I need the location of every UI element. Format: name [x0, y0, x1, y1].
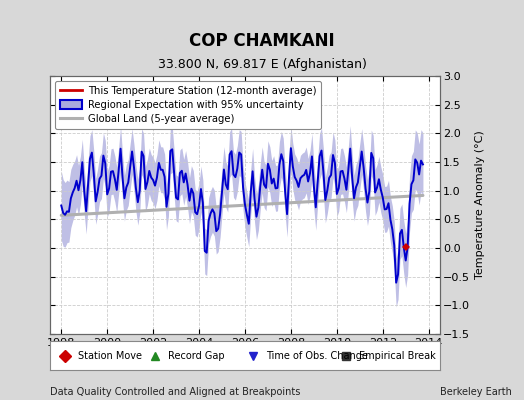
Text: 33.800 N, 69.817 E (Afghanistan): 33.800 N, 69.817 E (Afghanistan)	[158, 58, 366, 71]
Text: Data Quality Controlled and Aligned at Breakpoints: Data Quality Controlled and Aligned at B…	[50, 387, 300, 397]
Legend: This Temperature Station (12-month average), Regional Expectation with 95% uncer: This Temperature Station (12-month avera…	[55, 81, 321, 129]
Text: Time of Obs. Change: Time of Obs. Change	[266, 350, 367, 361]
Text: Berkeley Earth: Berkeley Earth	[440, 387, 512, 397]
Text: COP CHAMKANI: COP CHAMKANI	[189, 32, 335, 50]
Text: Empirical Break: Empirical Break	[359, 350, 436, 361]
Text: Station Move: Station Move	[78, 350, 143, 361]
Y-axis label: Temperature Anomaly (°C): Temperature Anomaly (°C)	[475, 131, 486, 279]
Text: Record Gap: Record Gap	[168, 350, 225, 361]
